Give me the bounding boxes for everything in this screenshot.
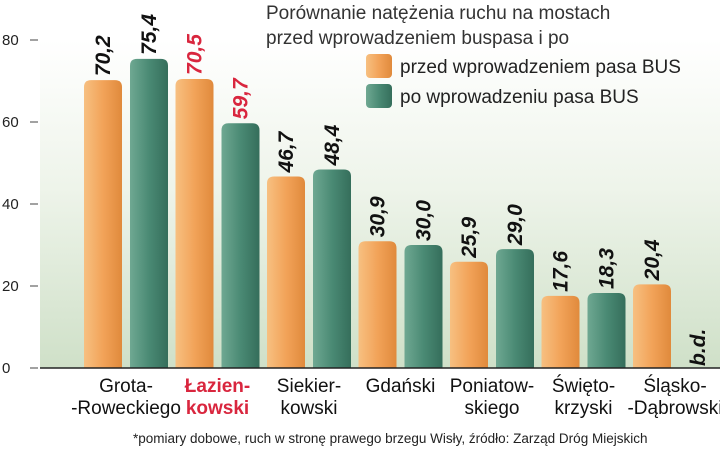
bar-after [221,123,260,368]
value-label: 70,5 [184,34,207,75]
category-label: Gdański [366,376,436,397]
bar-before [633,284,671,368]
category-label: krzyski [554,398,612,419]
bar-before [175,78,214,368]
value-label: 25,9 [458,217,481,259]
value-label: 70,2 [92,35,115,76]
category-label: skiego [465,398,520,419]
category-label: -Roweckiego [71,398,181,419]
category-label: Święto- [552,375,615,397]
y-tick-label: 40 [2,196,19,213]
value-label: 18,3 [596,248,619,289]
bar-after [404,245,443,368]
value-label: 29,0 [504,204,527,246]
value-label: 30,9 [367,196,390,237]
bar-after [313,169,351,368]
bar-before [541,295,580,368]
bar-before [450,261,488,368]
bar-before [267,176,305,368]
category-label: -Dąbrowski [627,398,720,419]
value-label: 20,4 [641,239,664,281]
y-tick-label: 20 [2,278,19,295]
value-label: 75,4 [138,14,161,55]
y-tick-label: 80 [2,32,19,49]
value-label: 17,6 [550,251,573,292]
category-label: Śląsko- [643,375,706,397]
value-label: 30,0 [413,200,436,241]
value-label: 48,4 [321,124,344,166]
category-label: Siekier- [277,376,341,397]
no-data-label: b.d. [687,329,710,366]
legend-label: po wprowadzeniu pasa BUS [400,87,639,108]
category-label: kowski [186,398,249,419]
footnote: *pomiary dobowe, ruch w stronę prawego b… [133,431,647,446]
category-label: kowski [280,398,337,419]
bar-after [130,58,168,369]
legend-swatch [366,54,392,78]
chart-title-line: przed wprowadzeniem buspasa i po [266,28,569,49]
value-label: 59,7 [230,77,253,119]
bar-before [358,241,397,368]
y-tick-label: 60 [2,114,19,131]
bar-after [496,249,534,368]
legend-swatch [366,84,392,108]
legend-label: przed wprowadzeniem pasa BUS [400,57,681,78]
value-label: 46,7 [275,130,298,173]
chart-title-line: Porównanie natężenia ruchu na mostach [266,3,610,24]
bar-after [587,292,626,368]
category-label: Grota- [99,376,153,397]
y-tick-label: 0 [2,360,10,377]
category-label: Poniatow- [450,376,535,397]
bar-before [84,80,122,369]
category-label: Łazien- [185,376,250,397]
